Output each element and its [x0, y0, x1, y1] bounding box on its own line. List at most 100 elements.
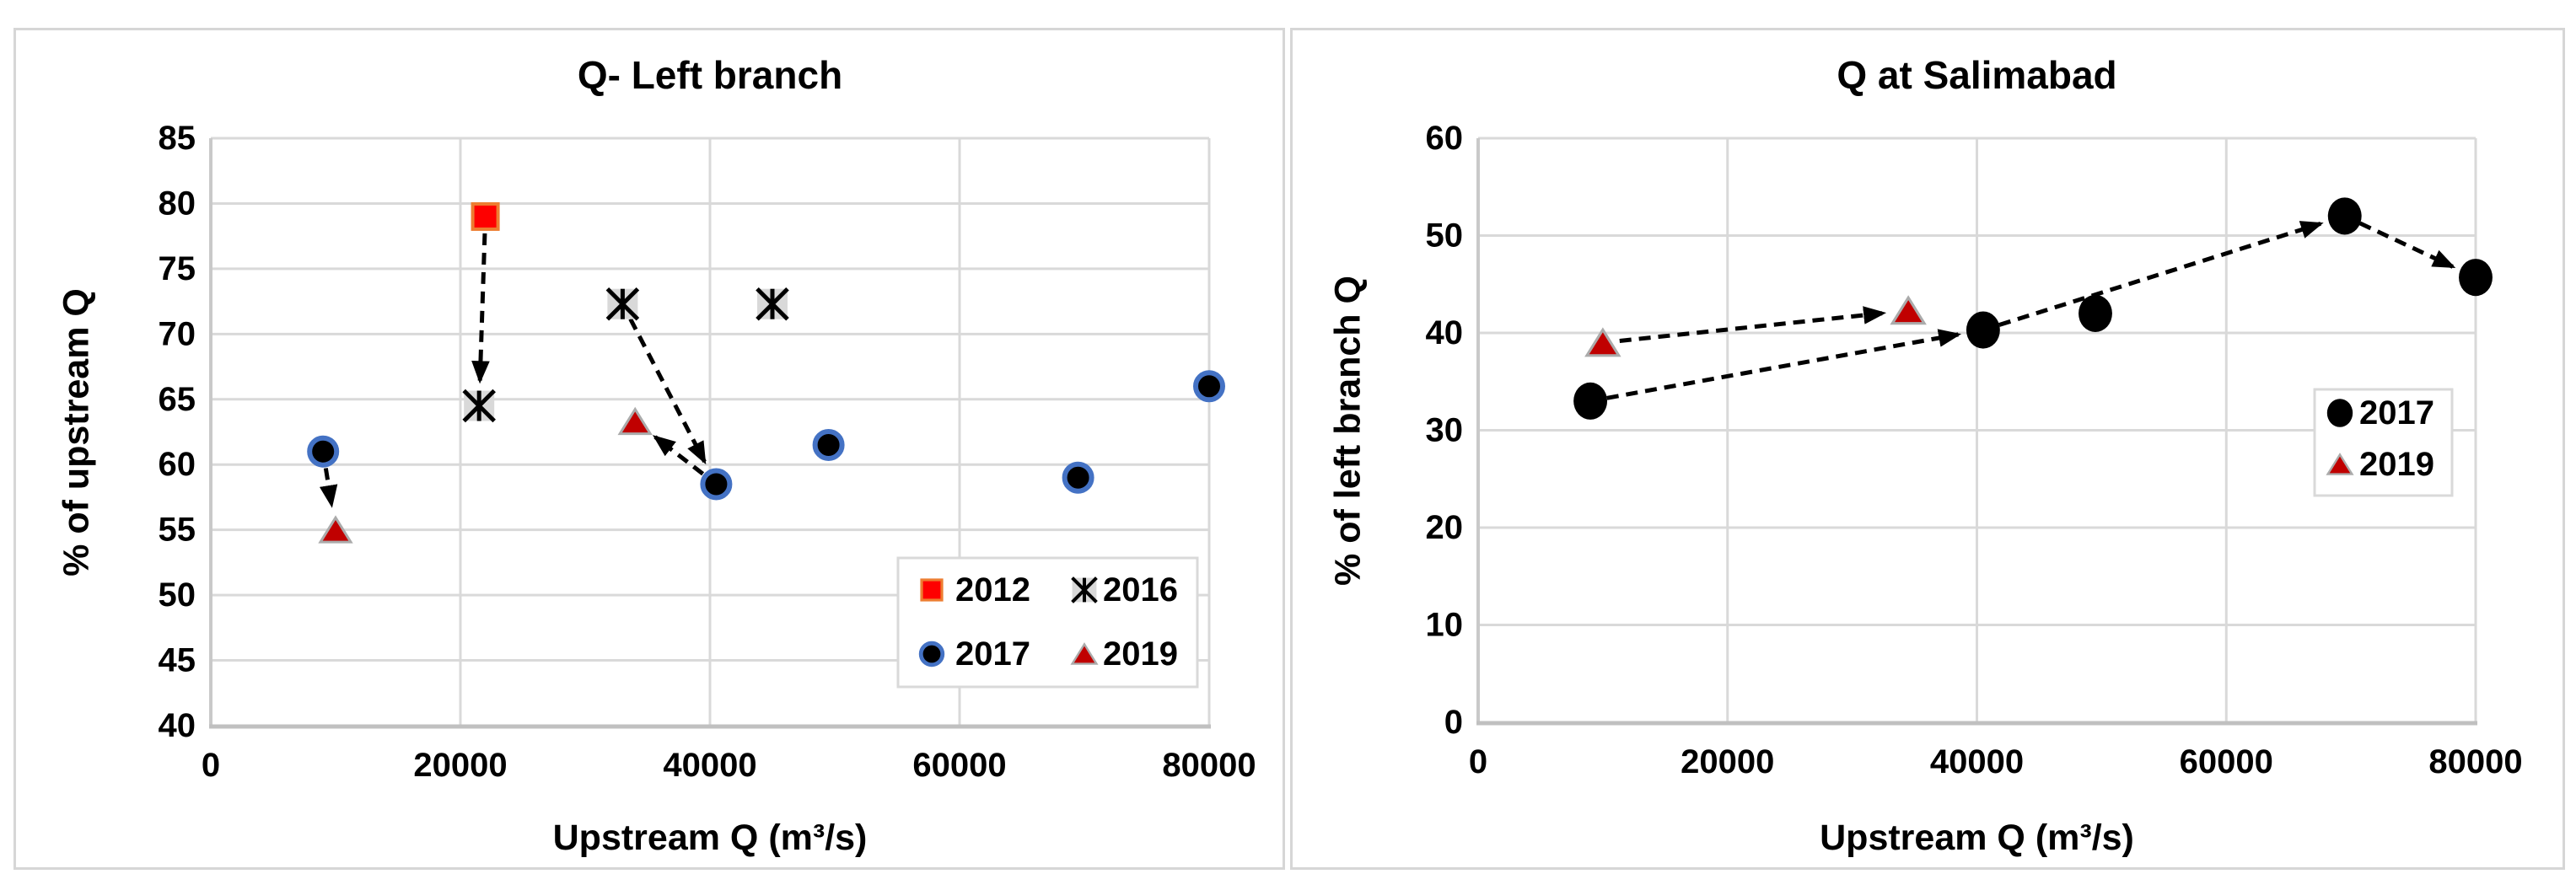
change-arrow	[1998, 221, 2324, 327]
triangle-marker	[318, 515, 353, 544]
x-tick-label: 0	[202, 747, 220, 784]
y-tick-label: 0	[1444, 704, 1463, 741]
circle-marker	[2079, 294, 2112, 332]
marker-triangle	[2326, 453, 2354, 475]
x-tick-label: 40000	[663, 747, 756, 784]
x-tick-label: 20000	[413, 747, 507, 784]
legend-label-2019: 2019	[1103, 635, 1178, 673]
legend-label-2017: 2017	[955, 635, 1030, 673]
change-arrow	[1606, 329, 1962, 400]
x-axis-label: Upstream Q (m³/s)	[552, 818, 868, 858]
x-tick-label: 60000	[2180, 743, 2273, 780]
triangle-marker	[1584, 327, 1621, 357]
chart-panel-left-branch: Q- Left branch % of upstream Q Upstream …	[13, 28, 1285, 870]
marker-asterisk	[756, 287, 789, 321]
legend-label-2017: 2017	[2359, 394, 2434, 432]
y-tick-label: 65	[159, 381, 196, 418]
y-tick-label: 75	[159, 250, 196, 287]
marker-circle	[918, 641, 945, 668]
y-tick-label: 60	[159, 446, 196, 483]
y-tick-label: 30	[1426, 412, 1464, 449]
marker-circle-solid	[2079, 294, 2112, 332]
x-tick-label: 0	[1469, 743, 1487, 780]
legend: 2017 2019	[2313, 388, 2454, 497]
marker-circle-solid	[1966, 311, 2000, 349]
y-tick-label: 45	[159, 642, 196, 679]
marker-circle	[812, 428, 845, 461]
legend: 2012 2016 2017 2019	[896, 556, 1199, 689]
asterisk-line	[756, 287, 789, 321]
legend-label-2019: 2019	[2359, 446, 2434, 483]
y-tick-label: 70	[159, 315, 196, 352]
marker-circle	[700, 468, 733, 501]
circle-marker	[1966, 311, 2000, 349]
y-tick-label: 40	[159, 707, 196, 744]
asterisk-line	[1071, 576, 1098, 603]
change-arrow	[1619, 306, 1887, 343]
y-tick-label: 10	[1426, 607, 1464, 644]
x-axis-label: Upstream Q (m³/s)	[1820, 818, 2134, 858]
triangle-marker	[1070, 642, 1099, 665]
circle-marker	[2459, 259, 2493, 297]
y-tick-label: 40	[1426, 314, 1464, 351]
circle-marker	[1573, 382, 1608, 420]
marker-square	[471, 201, 500, 231]
marker-circle-solid	[2326, 399, 2353, 427]
triangle-marker	[617, 406, 653, 436]
circle-marker	[2326, 399, 2353, 427]
legend-label-2016: 2016	[1103, 571, 1178, 609]
square-marker	[471, 201, 500, 231]
marker-triangle	[617, 406, 653, 436]
x-tick-label: 80000	[2428, 743, 2522, 780]
x-tick-label: 40000	[1930, 743, 2024, 780]
marker-asterisk	[605, 287, 640, 321]
y-tick-label: 60	[1426, 120, 1464, 157]
circle-marker	[700, 468, 733, 501]
plot-area: 40 45 50 55 60 65 70 75 80 85 0 20000 40000 60000 8000…	[159, 120, 1256, 784]
legend-box	[896, 556, 1199, 689]
marker-triangle	[1890, 295, 1927, 325]
change-arrow	[319, 468, 338, 508]
legend-label-2012: 2012	[955, 571, 1030, 609]
square-marker	[920, 578, 944, 602]
triangle-marker	[1890, 295, 1927, 325]
asterisk-line	[605, 287, 640, 321]
circle-marker	[812, 428, 845, 461]
marker-circle	[1193, 370, 1225, 403]
marker-circle-solid	[2327, 197, 2362, 235]
marker-square	[920, 578, 944, 602]
circle-marker	[2327, 197, 2362, 235]
chart-title: Q at Salimabad	[1837, 53, 2117, 97]
y-tick-label: 80	[159, 185, 196, 222]
marker-circle-solid	[2459, 259, 2493, 297]
marker-circle	[1062, 461, 1094, 494]
circle-marker	[1193, 370, 1225, 403]
y-tick-label: 20	[1426, 509, 1464, 546]
circle-marker	[307, 435, 340, 468]
marker-triangle	[1584, 327, 1621, 357]
chart-title: Q- Left branch	[577, 53, 843, 97]
asterisk-line	[462, 389, 496, 423]
circle-marker	[1062, 461, 1094, 494]
x-tick-label: 60000	[912, 747, 1006, 784]
marker-circle-solid	[1573, 382, 1608, 420]
change-arrow	[628, 318, 707, 465]
marker-triangle	[318, 515, 353, 544]
marker-circle	[307, 435, 340, 468]
y-tick-label: 50	[1426, 217, 1464, 255]
y-tick-label: 50	[159, 576, 196, 614]
y-tick-label: 55	[159, 512, 196, 549]
change-arrow	[2358, 221, 2456, 269]
y-tick-label: 85	[159, 120, 196, 157]
marker-triangle	[1070, 642, 1099, 665]
triangle-marker	[2326, 453, 2354, 475]
marker-asterisk	[462, 389, 496, 423]
change-arrow	[471, 233, 490, 384]
chart-panel-salimabad: Q at Salimabad % of left branch Q Upstre…	[1290, 28, 2565, 870]
x-tick-label: 80000	[1162, 747, 1256, 784]
change-arrow	[652, 435, 705, 476]
circle-marker	[918, 641, 945, 668]
marker-asterisk	[1071, 576, 1098, 603]
